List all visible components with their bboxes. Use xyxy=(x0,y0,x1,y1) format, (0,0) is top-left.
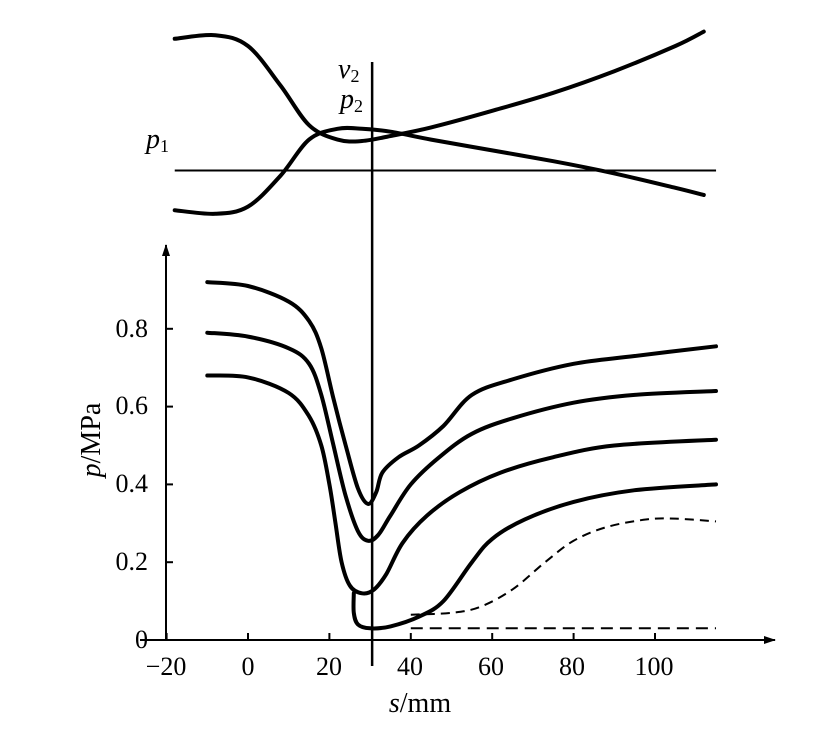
y-axis-unit: /MPa xyxy=(76,402,107,463)
pressure-curve-1 xyxy=(205,280,718,506)
pressure-curve-3 xyxy=(205,373,718,596)
x-axis-symbol: s xyxy=(389,688,400,719)
pressure-curve-4 xyxy=(351,482,718,631)
x-tick-label: 80 xyxy=(559,652,585,681)
y-tick-label: 0 xyxy=(135,625,148,654)
p1-subscript: 1 xyxy=(160,136,169,156)
y-tick-label: 0.2 xyxy=(116,547,149,576)
v2-symbol: v xyxy=(338,54,351,85)
x-tick-label: 60 xyxy=(478,652,504,681)
y-tick-label: 0.4 xyxy=(116,469,149,498)
label-p2: p2 xyxy=(338,84,363,116)
x-tick-label: 20 xyxy=(316,652,342,681)
y-tick-marks xyxy=(166,327,173,641)
y-axis-symbol: p xyxy=(76,463,107,479)
nozzle-lower-wall xyxy=(172,125,706,216)
x-tick-label: 40 xyxy=(397,652,423,681)
x-tick-label: −20 xyxy=(146,652,187,681)
x-tick-label: 0 xyxy=(242,652,255,681)
pressure-curve-2 xyxy=(205,330,718,543)
v2-subscript: 2 xyxy=(350,66,359,86)
x-tick-marks xyxy=(165,633,656,640)
x-axis-title: s/mm xyxy=(389,688,451,719)
p1-symbol: p xyxy=(144,124,160,155)
y-axis-title: p/MPa xyxy=(76,402,107,479)
y-tick-label: 0.6 xyxy=(116,391,149,420)
y-tick-label: 0.8 xyxy=(116,314,149,343)
label-v2: v2 xyxy=(338,54,359,86)
nozzle-upper-wall xyxy=(172,29,706,144)
x-axis-unit: /mm xyxy=(400,688,452,719)
label-p1: p1 xyxy=(144,124,169,156)
pressure-curve-5-dashed xyxy=(410,517,717,616)
p2-subscript: 2 xyxy=(354,96,363,116)
x-tick-label: 100 xyxy=(635,652,674,681)
p2-symbol: p xyxy=(338,84,354,115)
